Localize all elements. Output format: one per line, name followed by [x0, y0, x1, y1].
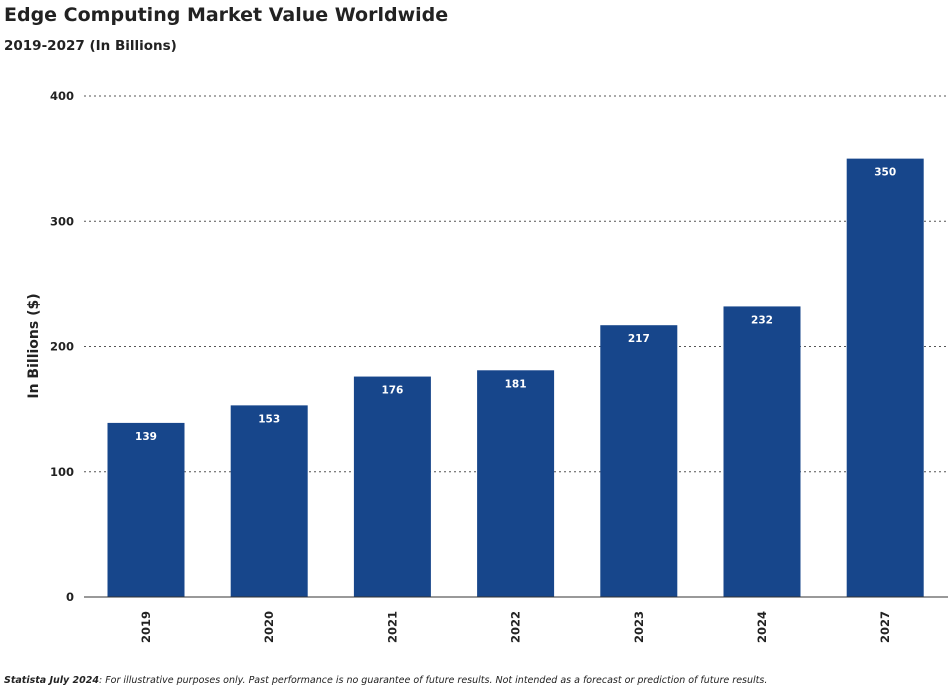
chart-title: Edge Computing Market Value Worldwide: [4, 4, 449, 26]
x-tick-label: 2027: [878, 611, 892, 643]
y-tick-label: 300: [50, 214, 74, 228]
data-label: 139: [135, 431, 157, 443]
x-tick-label: 2022: [509, 611, 523, 643]
y-tick-label: 200: [50, 340, 74, 354]
bar: [600, 325, 678, 597]
x-tick-label: 2023: [632, 611, 646, 643]
bar: [353, 376, 431, 597]
x-tick-label: 2024: [755, 611, 769, 643]
bar: [107, 422, 185, 597]
data-label: 217: [628, 333, 650, 345]
bar: [723, 306, 801, 597]
x-tick-label: 2020: [262, 611, 276, 643]
data-label: 153: [258, 413, 280, 425]
bar: [477, 370, 555, 597]
y-tick-label: 100: [50, 465, 74, 479]
x-tick-label: 2019: [139, 611, 153, 643]
data-label: 181: [505, 378, 527, 390]
data-label: 350: [874, 167, 896, 179]
footnote: Statista July 2024: For illustrative pur…: [4, 675, 767, 686]
y-tick-label: 0: [66, 590, 74, 604]
chart-subtitle: 2019-2027 (In Billions): [4, 38, 177, 54]
bar: [230, 405, 308, 597]
y-axis-title: In Billions ($): [26, 293, 42, 398]
bar: [846, 158, 924, 597]
footnote-source: Statista July 2024: [4, 675, 99, 686]
data-label: 232: [751, 314, 773, 326]
y-tick-label: 400: [50, 89, 74, 103]
footnote-text: : For illustrative purposes only. Past p…: [99, 675, 768, 686]
data-label: 176: [381, 385, 403, 397]
x-tick-label: 2021: [385, 611, 399, 643]
